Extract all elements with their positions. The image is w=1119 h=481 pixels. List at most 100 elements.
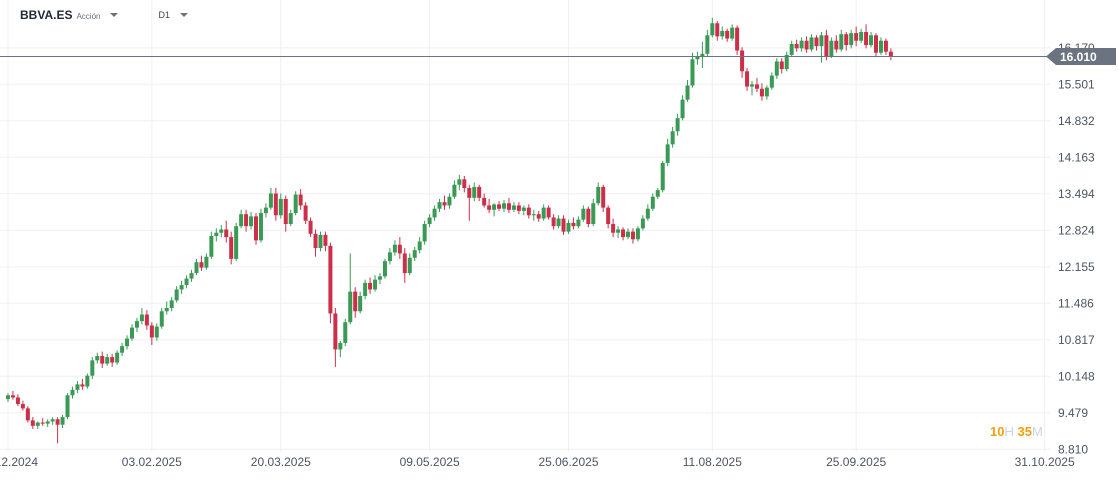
candle-down — [402, 253, 407, 274]
candle-up — [839, 34, 844, 50]
countdown-minutes: 35 — [1017, 424, 1032, 439]
candle-up — [382, 261, 387, 277]
candle-down — [477, 186, 482, 198]
candle-up — [174, 289, 179, 301]
candle-up — [690, 59, 695, 86]
candle-down — [254, 216, 258, 241]
candle-down — [328, 245, 333, 314]
candle-up — [705, 35, 710, 54]
candle-up — [288, 213, 293, 224]
candle-down — [526, 207, 531, 216]
candle-up — [120, 346, 125, 353]
candle-down — [229, 237, 234, 259]
candle-down — [55, 419, 60, 425]
candle-down — [735, 27, 740, 51]
candle-down — [149, 325, 154, 338]
candle-down — [586, 208, 591, 224]
symbol-dropdown-chevron-icon[interactable] — [110, 13, 119, 17]
candle-down — [333, 313, 338, 350]
candle-down — [621, 229, 626, 238]
timeframe-dropdown-chevron-icon[interactable] — [179, 13, 188, 17]
candle-down — [551, 217, 556, 227]
candle-up — [660, 162, 665, 191]
candle-up — [392, 244, 397, 253]
candle-up — [358, 296, 363, 312]
candle-down — [15, 397, 20, 404]
candle-up — [343, 322, 348, 343]
candle-up — [234, 226, 239, 259]
candle-down — [80, 384, 85, 387]
candle-up — [105, 357, 110, 364]
candle-down — [883, 40, 888, 52]
candle-up — [239, 214, 244, 227]
candle-up — [859, 32, 864, 41]
candle-up — [194, 262, 199, 274]
candle-up — [650, 196, 655, 209]
candle-up — [115, 352, 120, 363]
candle-up — [348, 291, 353, 323]
x-tick-label: 11.08.2025 — [683, 455, 742, 469]
candle-up — [139, 314, 144, 322]
candle-down — [110, 357, 115, 363]
candle-up — [130, 327, 134, 339]
candle-up — [616, 229, 621, 233]
candle-up — [387, 252, 392, 262]
candle-down — [224, 229, 229, 238]
candle-up — [278, 198, 283, 216]
candle-down — [824, 35, 829, 56]
symbol-name[interactable]: BBVA.ES — [20, 8, 73, 22]
countdown-hours: 10 — [990, 424, 1005, 439]
candle-up — [70, 389, 75, 396]
candle-down — [40, 422, 45, 424]
candle-up — [521, 207, 526, 211]
candle-down — [283, 198, 288, 224]
current-price-label: 16.010 — [1060, 50, 1097, 64]
candle-up — [293, 194, 298, 214]
candle-up — [179, 285, 184, 290]
candle-up — [407, 257, 412, 274]
candle-up — [249, 216, 254, 227]
candle-up — [784, 54, 789, 70]
candle-up — [184, 278, 189, 286]
candle-down — [725, 30, 730, 39]
countdown-minutes-unit: M — [1031, 424, 1043, 439]
candle-up — [556, 218, 561, 227]
timeframe-selector[interactable]: D1 — [158, 10, 170, 20]
y-tick-label: 10.148 — [1058, 369, 1095, 383]
candle-up — [472, 186, 477, 198]
y-tick-label: 10.817 — [1058, 333, 1095, 347]
candle-up — [541, 207, 546, 219]
x-tick-label: 20.03.2025 — [251, 455, 311, 469]
candle-up — [457, 179, 462, 185]
candle-up — [378, 276, 382, 280]
candle-up — [700, 53, 705, 56]
candle-up — [159, 311, 164, 327]
candle-up — [125, 338, 130, 347]
candle-up — [417, 241, 422, 251]
candle-up — [214, 232, 219, 236]
x-tick-label: 03.02.2025 — [122, 455, 182, 469]
candle-up — [452, 184, 457, 197]
candle-up — [209, 236, 214, 257]
candle-up — [447, 196, 452, 206]
candle-down — [442, 202, 447, 206]
candle-up — [799, 40, 804, 49]
candle-down — [759, 88, 764, 97]
y-tick-label: 9.479 — [1058, 406, 1088, 420]
candle-down — [606, 207, 611, 224]
candle-up — [258, 213, 263, 241]
candle-down — [273, 193, 278, 216]
candle-down — [814, 37, 819, 47]
candle-up — [85, 375, 90, 387]
x-tick-label: 31.10.2025 — [1015, 455, 1075, 469]
candle-down — [854, 33, 859, 41]
candle-up — [581, 208, 586, 220]
y-tick-label: 13.494 — [1058, 187, 1095, 201]
candle-up — [655, 190, 660, 197]
candle-up — [492, 204, 497, 210]
candle-up — [750, 84, 754, 87]
candle-up — [764, 87, 769, 97]
candle-up — [154, 326, 159, 338]
